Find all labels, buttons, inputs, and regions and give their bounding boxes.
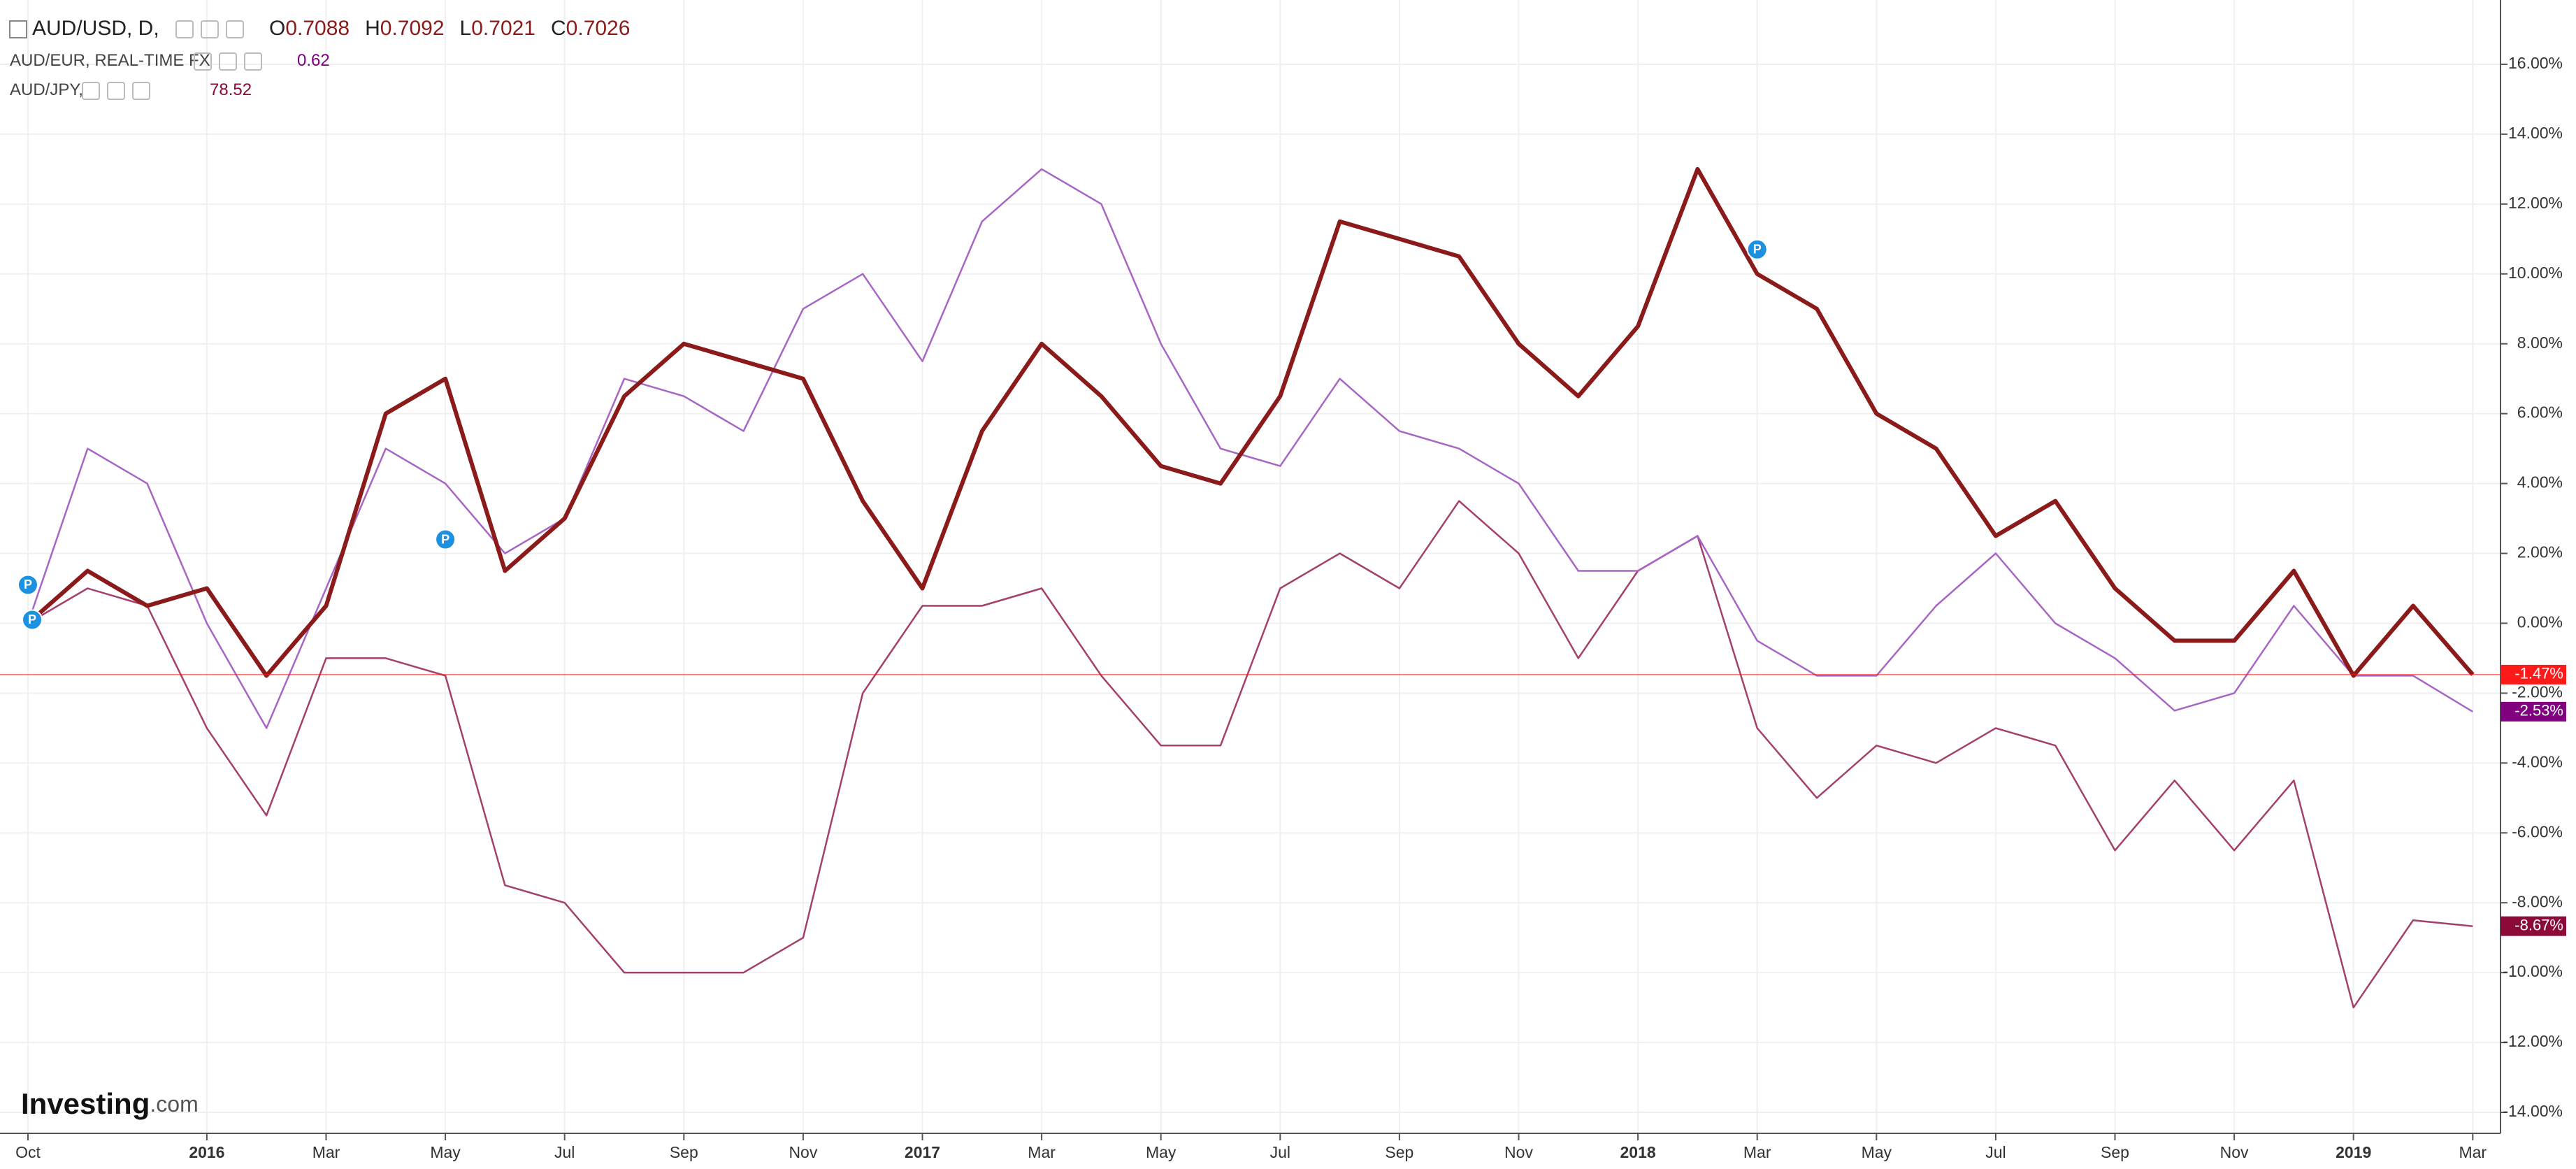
quote-value: 0.7026 bbox=[566, 17, 631, 40]
quote-key: C bbox=[551, 17, 566, 40]
collapse-icon bbox=[9, 20, 27, 38]
quote-key: H bbox=[365, 17, 380, 40]
x-tick-label: 2019 bbox=[2336, 1143, 2371, 1161]
quote-value: 0.7021 bbox=[471, 17, 535, 40]
legend-quote: C0.7026 bbox=[551, 17, 630, 40]
legend-icon bbox=[219, 52, 237, 71]
quote-key: O bbox=[269, 17, 285, 40]
legend-icon bbox=[132, 82, 150, 100]
event-marker bbox=[435, 529, 456, 550]
last-value-badge bbox=[2501, 916, 2566, 936]
event-marker bbox=[1746, 238, 1768, 260]
x-tick-label: 2016 bbox=[189, 1143, 224, 1161]
y-tick-label: 0.00% bbox=[2517, 613, 2563, 631]
legend-icon bbox=[201, 20, 219, 38]
legend-icon bbox=[107, 82, 125, 100]
y-tick-label: 14.00% bbox=[2508, 124, 2563, 142]
event-marker-label: P bbox=[24, 578, 32, 591]
legend-icon bbox=[194, 52, 212, 71]
y-tick-label: 4.00% bbox=[2517, 473, 2563, 492]
legend-quote: 78.52 bbox=[210, 80, 252, 99]
y-tick-label: 8.00% bbox=[2517, 334, 2563, 352]
y-tick-label: 10.00% bbox=[2508, 264, 2563, 282]
quote-value: 0.7088 bbox=[285, 17, 350, 40]
legend-quote: H0.7092 bbox=[365, 17, 444, 40]
last-value-badge bbox=[2501, 664, 2566, 684]
legend-name: AUD/EUR, REAL-TIME FX bbox=[10, 51, 210, 70]
x-tick-label: Mar bbox=[1743, 1143, 1771, 1161]
legend-icon bbox=[244, 52, 262, 71]
x-tick-label: 2018 bbox=[1620, 1143, 1656, 1161]
series-line bbox=[27, 166, 2475, 678]
y-tick-label: -4.00% bbox=[2512, 752, 2563, 770]
x-tick-label: Mar bbox=[1028, 1143, 1056, 1161]
legend-quote: 0.62 bbox=[297, 51, 330, 70]
last-value-label: -8.67% bbox=[2514, 916, 2563, 933]
x-tick-label: May bbox=[430, 1143, 461, 1161]
event-marker bbox=[22, 609, 43, 631]
legend-name: AUD/USD, D, bbox=[32, 17, 159, 40]
y-tick-label: 16.00% bbox=[2508, 54, 2563, 72]
quote-value: 78.52 bbox=[210, 80, 252, 99]
x-tick-label: Jul bbox=[1985, 1143, 2006, 1161]
quote-value: 0.7092 bbox=[380, 17, 445, 40]
event-marker-label: P bbox=[28, 612, 36, 626]
legend-quote: L0.7021 bbox=[460, 17, 535, 40]
y-tick-label: -8.00% bbox=[2512, 892, 2563, 910]
logo: Investing.com bbox=[21, 1087, 199, 1120]
x-tick-label: Sep bbox=[1385, 1143, 1413, 1161]
y-tick-label: -14.00% bbox=[2503, 1102, 2563, 1120]
x-tick-label: Mar bbox=[312, 1143, 340, 1161]
series-line bbox=[27, 168, 2473, 729]
quote-value: 0.62 bbox=[297, 51, 330, 70]
legend-entry: AUD/JPY, 78.52 bbox=[10, 80, 252, 99]
x-tick-label: 2017 bbox=[905, 1143, 940, 1161]
legend-icon bbox=[82, 82, 100, 100]
x-tick-label: Nov bbox=[789, 1143, 817, 1161]
event-marker-label: P bbox=[441, 532, 449, 546]
last-value-badge bbox=[2501, 701, 2566, 722]
y-tick-label: 2.00% bbox=[2517, 543, 2563, 561]
event-marker-label: P bbox=[1753, 243, 1762, 257]
y-tick-label: 6.00% bbox=[2517, 403, 2563, 422]
x-tick-label: Jul bbox=[1270, 1143, 1290, 1161]
x-tick-label: Jul bbox=[554, 1143, 575, 1161]
legend-quote: O0.7088 bbox=[269, 17, 350, 40]
quote-key: L bbox=[460, 17, 472, 40]
legend-icon bbox=[226, 20, 244, 38]
logo-suffix: .com bbox=[150, 1091, 198, 1117]
y-tick-label: -12.00% bbox=[2503, 1032, 2563, 1050]
x-tick-label: May bbox=[1862, 1143, 1892, 1161]
y-tick-label: -6.00% bbox=[2512, 822, 2563, 840]
x-tick-label: Sep bbox=[2101, 1143, 2129, 1161]
series-line bbox=[27, 500, 2473, 1009]
last-value-label: -1.47% bbox=[2514, 665, 2563, 682]
y-tick-label: -10.00% bbox=[2503, 962, 2563, 980]
legend-icon bbox=[175, 20, 194, 38]
x-tick-label: Mar bbox=[2459, 1143, 2487, 1161]
x-tick-label: May bbox=[1146, 1143, 1177, 1161]
event-marker bbox=[17, 574, 38, 596]
x-tick-label: Oct bbox=[15, 1143, 41, 1161]
y-tick-label: 12.00% bbox=[2508, 194, 2563, 212]
y-tick-label: -2.00% bbox=[2512, 682, 2563, 701]
x-tick-label: Nov bbox=[1504, 1143, 1533, 1161]
legend-entry: AUD/USD, D, O0.7088 H0.7092 L0.7021 C0.7026 bbox=[32, 17, 630, 40]
logo-main: Investing bbox=[21, 1087, 150, 1120]
x-tick-label: Nov bbox=[2220, 1143, 2249, 1161]
legend-name: AUD/JPY, bbox=[10, 80, 83, 99]
last-value-label: -2.53% bbox=[2514, 702, 2563, 719]
x-tick-label: Sep bbox=[670, 1143, 698, 1161]
legend-entry: AUD/EUR, REAL-TIME FX 0.62 bbox=[10, 51, 330, 70]
